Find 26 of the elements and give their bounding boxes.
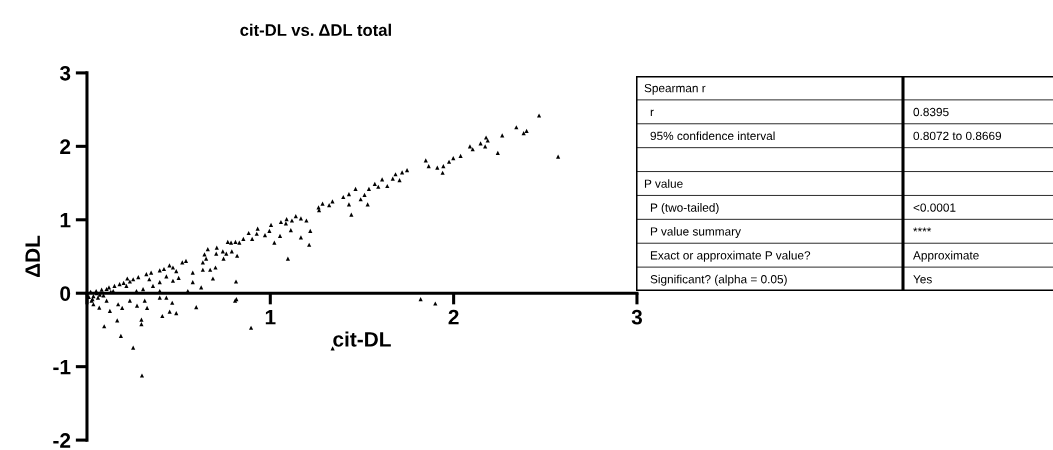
- text: <0.0001: [913, 203, 956, 212]
- y-tick-label: -1: [53, 359, 71, 375]
- x-tick-label: 1: [265, 309, 276, 325]
- text: Exact or approximate P value?: [650, 250, 811, 262]
- y-tick-label: 0: [60, 286, 71, 301]
- x-tick-label: 2: [448, 309, 459, 325]
- text: Spearman r: [644, 83, 706, 95]
- x-axis-title: cit-DL: [333, 331, 391, 347]
- text: 0.8395: [913, 107, 949, 117]
- text: ****: [913, 227, 932, 232]
- y-tick-label: 3: [59, 65, 71, 81]
- text: Yes: [913, 275, 932, 284]
- y-tick-label: 2: [60, 139, 71, 154]
- text: 95% confidence interval: [650, 131, 775, 141]
- chart-title: cit-DL vs. ΔDL total: [240, 23, 391, 36]
- y-axis-title: ΔDL: [25, 235, 40, 278]
- text: r: [650, 109, 654, 117]
- text: Significant? (alpha = 0.05): [650, 274, 787, 286]
- text: P value summary: [650, 226, 741, 238]
- x-tick-label: 3: [631, 309, 642, 325]
- text: P value: [644, 179, 683, 188]
- text: 0.8072 to 0.8669: [913, 131, 1002, 141]
- y-tick-label: -2: [53, 433, 71, 448]
- text: Approximate: [913, 250, 979, 262]
- y-tick-label: 1: [60, 213, 71, 228]
- text: P (two-tailed): [650, 203, 719, 215]
